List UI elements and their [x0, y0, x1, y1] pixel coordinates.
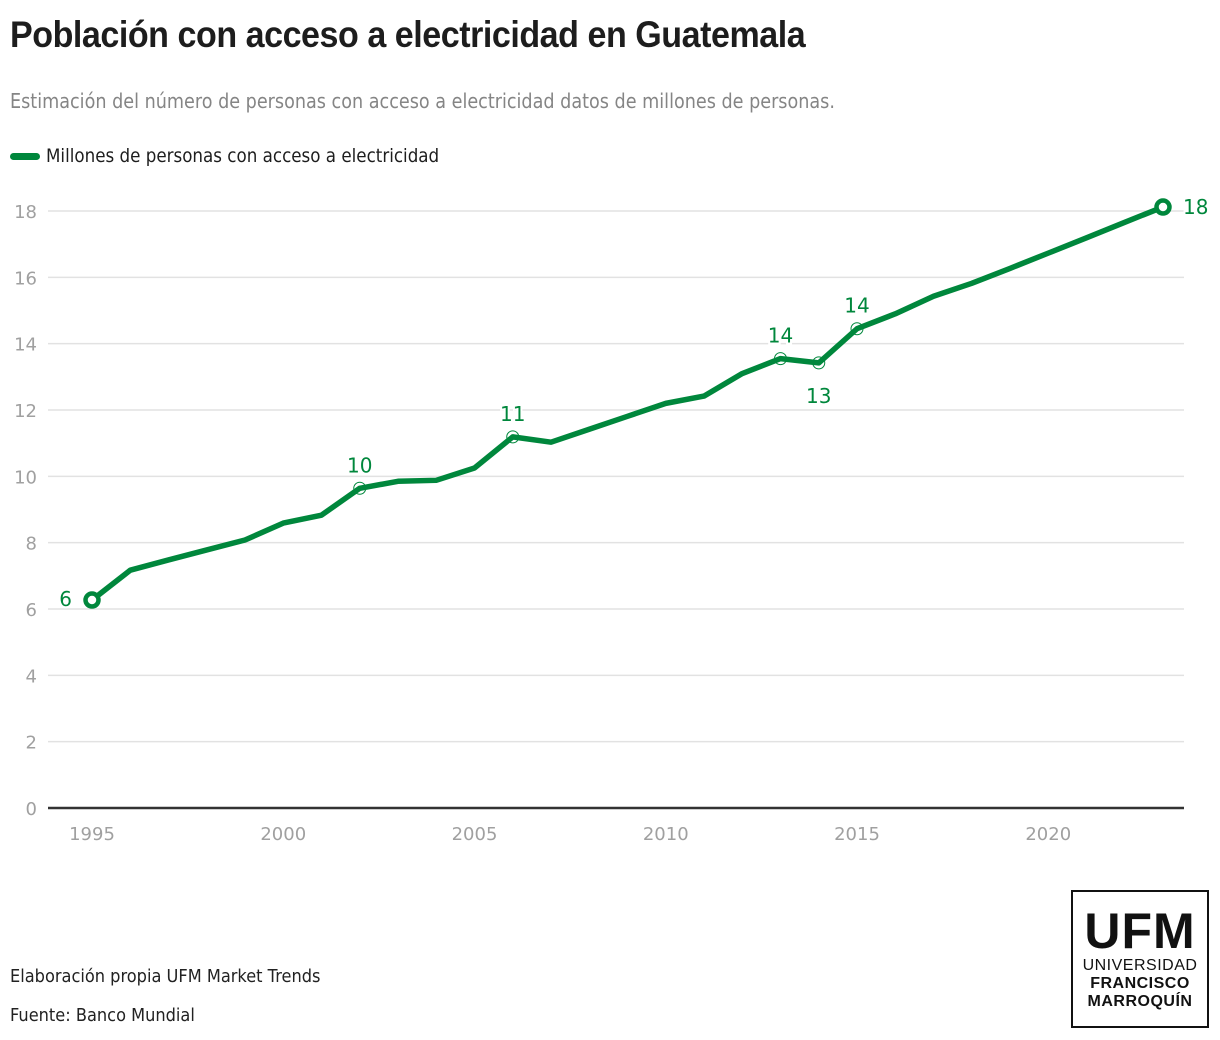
data-label: 6 [59, 587, 72, 611]
annotations: 6 10 11 14 13 14 18 [57, 193, 1210, 613]
point-marker [850, 322, 864, 336]
x-tick-label: 2005 [452, 824, 498, 845]
ufm-logo: UFM UNIVERSIDAD FRANCISCO MARROQUÍN [1071, 890, 1209, 1028]
data-label: 11 [500, 402, 525, 426]
y-tick-label: 18 [14, 202, 37, 223]
data-label: 18 [1183, 195, 1208, 219]
series-line [89, 204, 1166, 603]
y-tick-label: 4 [26, 666, 37, 687]
series-group [89, 204, 1166, 603]
y-tick-label: 14 [14, 335, 37, 356]
y-tick-label: 0 [26, 799, 37, 820]
x-tick-label: 1995 [69, 824, 115, 845]
x-axis-ticks: 1995 2000 2005 2010 2015 2020 [69, 824, 1071, 845]
logo-line-3: MARROQUÍN [1087, 993, 1193, 1010]
line-chart: 0 2 4 6 8 10 12 14 16 18 1995 2000 2005 2010 2015 2020… [14, 193, 1210, 845]
endpoint-marker [83, 591, 101, 609]
logo-acronym: UFM [1084, 903, 1196, 959]
logo-line-2: FRANCISCO [1090, 975, 1190, 992]
chart-subtitle: Estimación del número de personas con ac… [10, 89, 835, 113]
x-tick-label: 2015 [834, 824, 880, 845]
data-label: 14 [768, 324, 793, 348]
point-marker [774, 352, 787, 366]
point-marker [506, 430, 520, 444]
credit-text: Elaboración propia UFM Market Trends [10, 966, 321, 987]
point-marker [812, 356, 826, 370]
source-text: Fuente: Banco Mundial [10, 1005, 195, 1026]
y-tick-label: 12 [14, 401, 37, 422]
x-tick-label: 2020 [1025, 824, 1071, 845]
y-tick-label: 16 [14, 268, 37, 289]
data-label: 13 [806, 384, 831, 408]
y-tick-label: 6 [26, 600, 37, 621]
y-axis-ticks: 0 2 4 6 8 10 12 14 16 18 [14, 202, 37, 820]
chart-title: Población con acceso a electricidad en G… [10, 14, 806, 55]
y-tick-label: 2 [26, 733, 37, 754]
y-tick-label: 10 [14, 467, 37, 488]
data-label: 10 [347, 453, 372, 477]
y-tick-label: 8 [26, 534, 37, 555]
legend: Millones de personas con acceso a electr… [10, 145, 493, 167]
endpoint-marker [1154, 198, 1172, 216]
gridlines [48, 210, 1184, 743]
point-marker [353, 481, 367, 495]
x-tick-label: 2000 [260, 824, 306, 845]
legend-label: Millones de personas con acceso a electr… [46, 145, 440, 167]
x-tick-label: 2010 [643, 824, 689, 845]
data-label: 14 [844, 294, 869, 318]
legend-swatch [10, 152, 40, 160]
logo-line-1: UNIVERSIDAD [1082, 957, 1198, 974]
